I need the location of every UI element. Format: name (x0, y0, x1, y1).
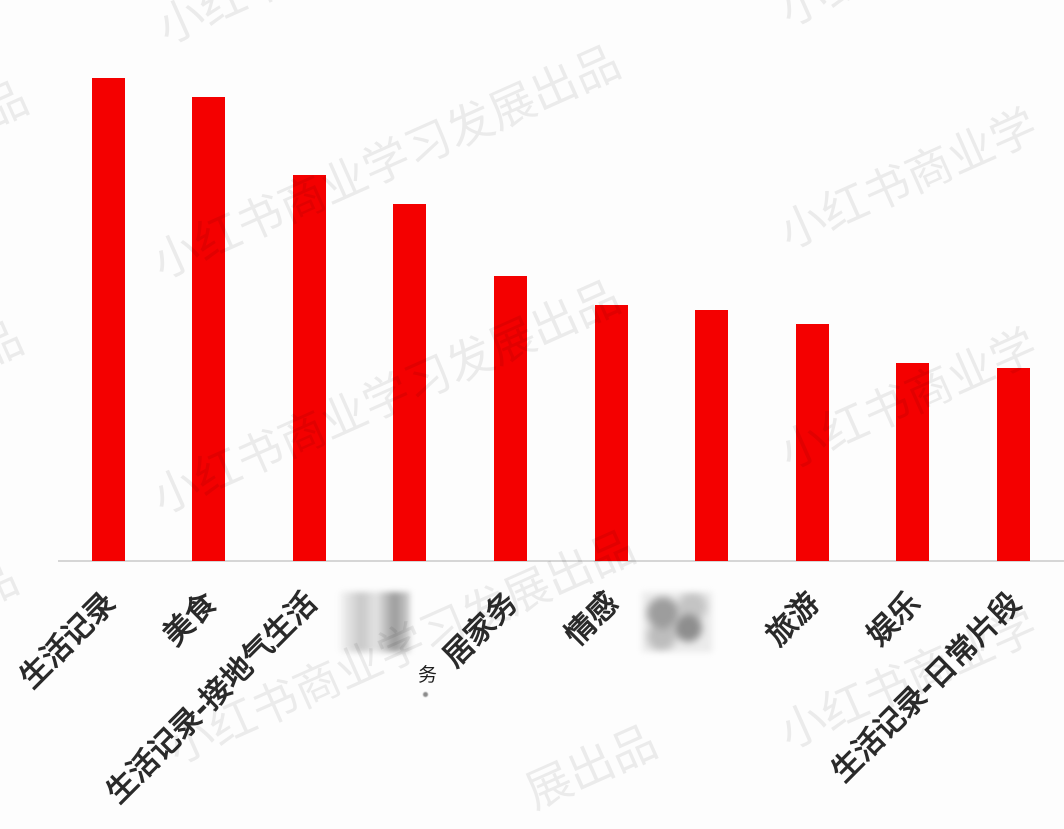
x-tick-label-1: 生活记录 (13, 585, 123, 696)
bar-1 (91, 78, 125, 561)
bar-5 (493, 276, 527, 561)
x-tick-label-10: 生活记录-日常片段 (824, 585, 1029, 790)
bar-6 (594, 305, 628, 561)
stray-dot (423, 692, 428, 697)
bar-9 (896, 362, 930, 561)
x-tick-label-5: 居家务 (436, 585, 526, 675)
stray-text: 务 (418, 664, 438, 686)
x-axis-line (58, 560, 1064, 562)
blurred-category-label-7 (641, 592, 712, 652)
x-tick-label-2: 美食 (156, 585, 224, 654)
x-tick-label-9: 娱乐 (860, 585, 928, 654)
bar-7 (695, 309, 729, 561)
x-tick-label-8: 旅游 (759, 585, 827, 654)
x-tick-label-6: 情感 (558, 585, 626, 654)
bar-8 (795, 324, 829, 561)
bar-4 (393, 203, 427, 561)
bar-10 (996, 367, 1030, 561)
bar-2 (192, 97, 226, 561)
blurred-category-label-4 (339, 592, 410, 652)
bar-3 (292, 174, 326, 561)
